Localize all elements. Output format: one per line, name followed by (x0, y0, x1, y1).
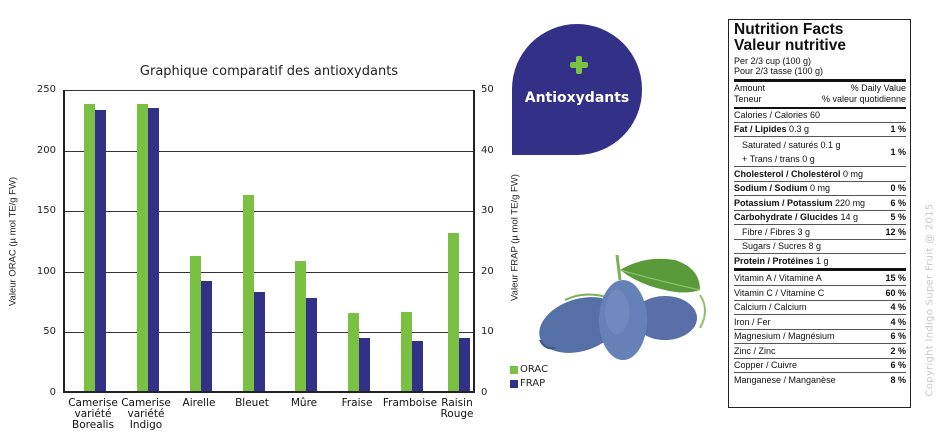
y-tick-right: 40 (481, 144, 494, 156)
bar-orac (401, 312, 412, 391)
legend-swatch-orac (510, 365, 518, 374)
y-tick-left: 200 (36, 144, 56, 156)
category-label: Airelle (182, 397, 216, 409)
row-vitamin: Magnesium / Magnésium 6 % (734, 328, 906, 344)
legend-frap: FRAP (510, 378, 545, 389)
y-tick-left: 50 (43, 326, 56, 338)
category-label: Bleuet (235, 397, 269, 409)
gridline (65, 271, 473, 273)
bar-orac (84, 103, 95, 391)
row-protein: Protein / Protéines 1 g (734, 253, 906, 268)
y-tick-left: 100 (36, 265, 56, 277)
bar-orac (295, 261, 306, 391)
berries-illustration (539, 254, 706, 360)
bar-orac (137, 103, 148, 391)
bar-frap (254, 291, 265, 391)
bar-orac (348, 313, 359, 391)
badge-label: Antioxydants (524, 90, 630, 106)
nutrition-facts-panel: Nutrition Facts Valeur nutritive Per 2/3… (728, 19, 911, 408)
bar-frap (359, 338, 370, 391)
chart-title: Graphique comparatif des antioxydants (139, 64, 399, 79)
plus-icon (570, 56, 588, 74)
row-potassium: Potassium / Potassium 220 mg 6 % (734, 195, 906, 210)
bar-orac (448, 233, 459, 391)
row-vitamin: Zinc / Zinc 2 % (734, 343, 906, 358)
category-label: Mûre (290, 397, 318, 409)
category-label: Framboise (382, 397, 438, 409)
category-label: Camerise variété Indigo (121, 397, 171, 431)
bar-frap (201, 281, 212, 391)
nutrition-title-en: Nutrition Facts (734, 21, 844, 38)
category-label: Fraise (341, 397, 373, 409)
row-calories: Calories / Calories 60 (734, 107, 906, 122)
y-tick-left: 250 (36, 84, 56, 95)
row-vitamin: Copper / Cuivre 6 % (734, 357, 906, 373)
y-tick-right: 30 (481, 205, 494, 217)
legend-orac: ORAC (510, 364, 548, 375)
amount-header: Amount Teneur % Daily Value% valeur quoti… (734, 83, 906, 104)
bar-frap (95, 110, 106, 391)
category-label: Raisin Rouge (440, 397, 474, 420)
row-sugars: Sugars / Sucres 8 g (734, 238, 906, 254)
row-cholesterol: Cholesterol / Cholestérol 0 mg (734, 166, 906, 181)
bar-frap (306, 298, 317, 391)
bar-frap (148, 108, 159, 391)
y-tick-right: 20 (481, 265, 494, 277)
row-sodium: Sodium / Sodium 0 mg 0 % (734, 180, 906, 196)
category-label: Camerise variété Borealis (68, 397, 118, 431)
gridline (65, 150, 473, 152)
ylabel-right: Valeur FRAP (µ mol TE/g FW) (509, 174, 521, 301)
bar-frap (459, 338, 470, 391)
row-fibre: Fibre / Fibres 3 g 12 % (734, 224, 906, 239)
y-tick-right: 0 (481, 387, 488, 398)
bar-frap (412, 341, 423, 391)
vitamins-list: Vitamin A / Vitamine A 15 % Vitamin C / Vi… (734, 267, 906, 387)
legend-swatch-frap (510, 379, 518, 388)
row-vitamin: Vitamin A / Vitamine A 15 % (734, 272, 906, 283)
gridline (65, 211, 473, 213)
gridline (65, 332, 473, 334)
y-tick-right: 10 (481, 326, 494, 338)
bar-orac (190, 256, 201, 391)
serving-size: Per 2/3 cup (100 g) Pour 2/3 tasse (100 … (734, 56, 824, 76)
gridline (65, 90, 473, 91)
row-vitamin: Iron / Fer 4 % (734, 314, 906, 329)
row-vitamin: Vitamin C / Vitamine C 60 % (734, 285, 906, 300)
nutrition-title-fr: Valeur nutritive (734, 37, 846, 54)
bar-orac (243, 194, 254, 391)
y-tick-left: 150 (36, 205, 56, 217)
row-vitamin: Manganese / Manganèse 8 % (734, 372, 906, 387)
antioxidant-badge: Antioxydants (512, 24, 642, 155)
ylabel-left: Valeur ORAC (µ mol TE/g FW) (7, 176, 19, 307)
copyright-text: Copyright Indigo Super Fruit @ 2015 (924, 203, 936, 397)
row-saturated-trans: Saturated / saturés 0.1 g + Trans / trans… (734, 136, 906, 166)
plot-area (63, 90, 475, 393)
y-tick-left: 0 (49, 387, 56, 398)
y-tick-right: 50 (481, 84, 494, 95)
row-vitamin: Calcium / Calcium 4 % (734, 299, 906, 315)
